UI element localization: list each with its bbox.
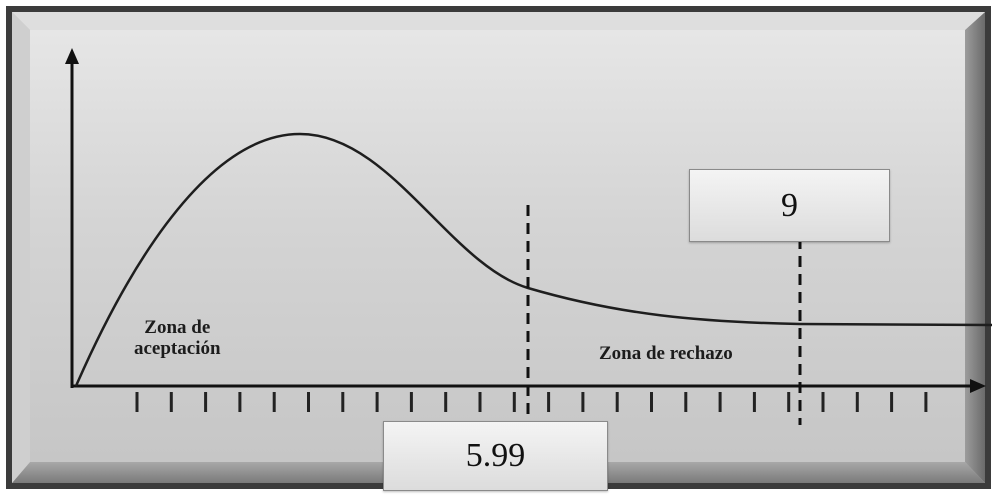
acceptance-zone-label: Zona de aceptación bbox=[134, 317, 221, 359]
bevel-left bbox=[12, 12, 30, 483]
y-axis-arrow bbox=[65, 48, 79, 64]
rejection-zone-label: Zona de rechazo bbox=[599, 343, 733, 364]
critical-value-text: 5.99 bbox=[465, 437, 526, 474]
critical-value-box: 5.99 bbox=[383, 421, 608, 491]
x-axis-ticks bbox=[135, 392, 928, 412]
density-curve bbox=[74, 132, 993, 387]
test-statistic-box: 9 bbox=[689, 169, 890, 242]
test-statistic-value: 9 bbox=[781, 186, 798, 224]
acceptance-zone-line2: aceptación bbox=[134, 338, 221, 359]
bevel-right bbox=[965, 12, 985, 483]
inner-panel bbox=[30, 30, 965, 462]
x-axis-arrow bbox=[970, 379, 986, 393]
acceptance-zone-line1: Zona de bbox=[144, 317, 211, 338]
bevel-top bbox=[12, 12, 985, 30]
